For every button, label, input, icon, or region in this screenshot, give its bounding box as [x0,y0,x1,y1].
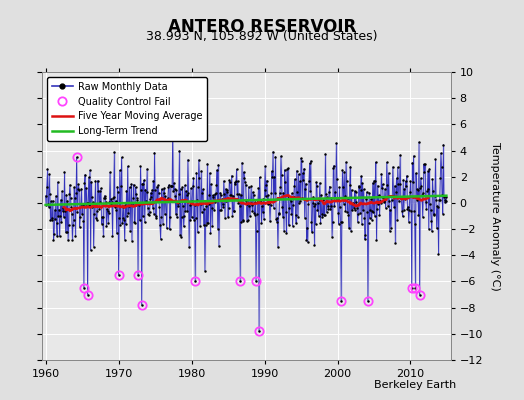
Text: ANTERO RESERVOIR: ANTERO RESERVOIR [168,18,356,36]
Y-axis label: Temperature Anomaly (°C): Temperature Anomaly (°C) [490,142,500,290]
Text: Berkeley Earth: Berkeley Earth [374,380,456,390]
Legend: Raw Monthly Data, Quality Control Fail, Five Year Moving Average, Long-Term Tren: Raw Monthly Data, Quality Control Fail, … [47,77,208,141]
Text: 38.993 N, 105.892 W (United States): 38.993 N, 105.892 W (United States) [146,30,378,43]
